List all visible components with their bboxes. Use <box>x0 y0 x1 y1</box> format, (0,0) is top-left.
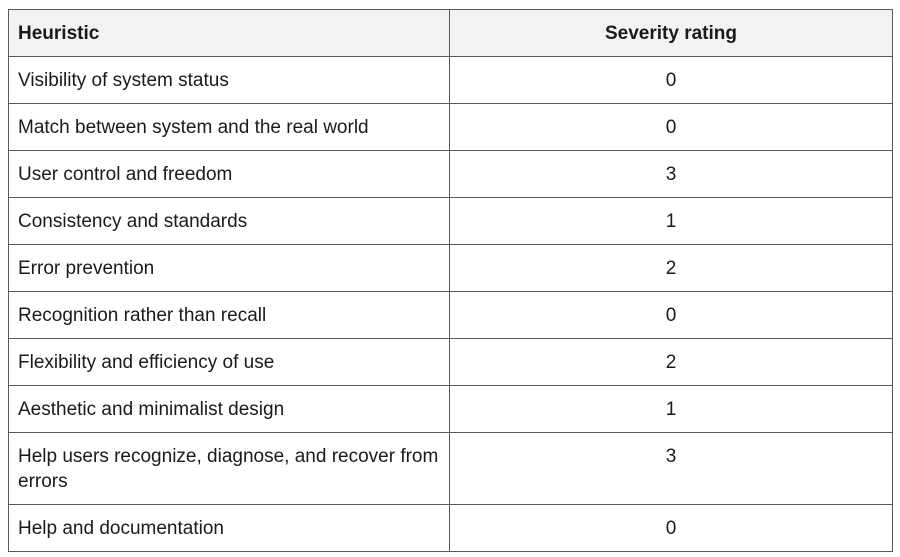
severity-cell: 0 <box>449 291 893 339</box>
severity-cell: 2 <box>449 338 893 386</box>
severity-cell: 0 <box>449 103 893 151</box>
severity-cell: 1 <box>449 385 893 433</box>
table-row: Visibility of system status 0 <box>8 56 893 104</box>
heuristic-cell: Help and documentation <box>8 504 450 552</box>
table-row: Help users recognize, diagnose, and reco… <box>8 432 893 505</box>
header-severity-rating: Severity rating <box>449 9 893 57</box>
severity-cell: 1 <box>449 197 893 245</box>
heuristic-cell: Visibility of system status <box>8 56 450 104</box>
table-row: Aesthetic and minimalist design 1 <box>8 385 893 433</box>
table-header-row: Heuristic Severity rating <box>8 9 893 57</box>
table-row: Help and documentation 0 <box>8 504 893 552</box>
heuristic-cell: Consistency and standards <box>8 197 450 245</box>
heuristic-cell: Recognition rather than recall <box>8 291 450 339</box>
severity-cell: 0 <box>449 56 893 104</box>
severity-table-container: Heuristic Severity rating Visibility of … <box>8 9 893 552</box>
table-row: Error prevention 2 <box>8 244 893 292</box>
table-row: Consistency and standards 1 <box>8 197 893 245</box>
heuristic-cell: Match between system and the real world <box>8 103 450 151</box>
table-row: Recognition rather than recall 0 <box>8 291 893 339</box>
heuristic-cell: Aesthetic and minimalist design <box>8 385 450 433</box>
table-row: Match between system and the real world … <box>8 103 893 151</box>
heuristic-cell: Flexibility and efficiency of use <box>8 338 450 386</box>
severity-cell: 3 <box>449 432 893 505</box>
severity-cell: 2 <box>449 244 893 292</box>
header-heuristic: Heuristic <box>8 9 450 57</box>
table-row: User control and freedom 3 <box>8 150 893 198</box>
severity-cell: 3 <box>449 150 893 198</box>
heuristic-cell: Error prevention <box>8 244 450 292</box>
severity-cell: 0 <box>449 504 893 552</box>
heuristic-cell: Help users recognize, diagnose, and reco… <box>8 432 450 505</box>
table-row: Flexibility and efficiency of use 2 <box>8 338 893 386</box>
heuristic-cell: User control and freedom <box>8 150 450 198</box>
heuristic-severity-table: Heuristic Severity rating Visibility of … <box>8 9 893 552</box>
